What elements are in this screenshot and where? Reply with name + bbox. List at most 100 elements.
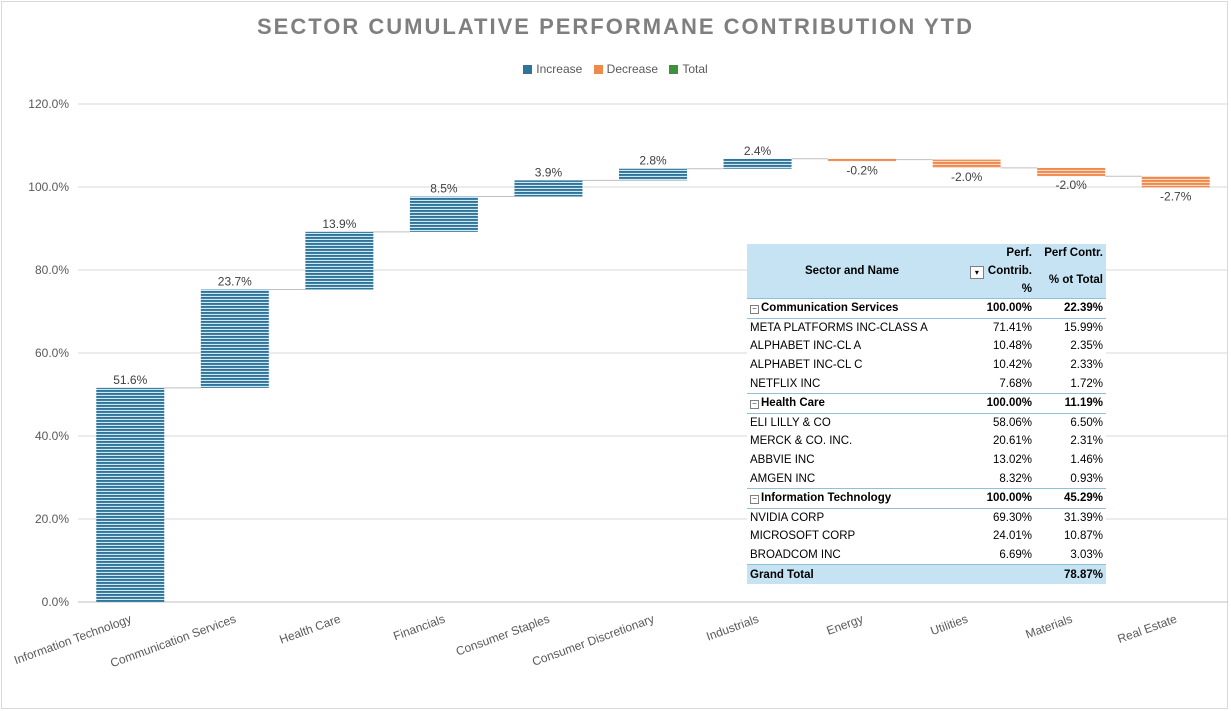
pivot-group-row: − Health Care 100.00% 11.19% bbox=[747, 392, 1106, 414]
pivot-cell-contrib: 71.41% bbox=[992, 321, 1032, 334]
pivot-cell-contrib: 24.01% bbox=[992, 530, 1032, 543]
pivot-cell-name: − Information Technology bbox=[747, 487, 957, 509]
pivot-item-row: ALPHABET INC-CL A 10.48% 2.35% bbox=[747, 337, 1106, 356]
data-label: 2.8% bbox=[639, 154, 667, 168]
legend-label-decrease: Decrease bbox=[606, 62, 659, 76]
pivot-cell-name: − Communication Services bbox=[747, 298, 957, 319]
pivot-table: Sector and Name Perf. Perf Contr. ▾ Contr… bbox=[747, 244, 1106, 584]
x-tick-label: Utilities bbox=[929, 612, 970, 638]
pivot-cell-name: − Health Care bbox=[747, 392, 957, 414]
bar-consumer-discretionary bbox=[619, 168, 687, 181]
x-tick-label: Materials bbox=[1024, 612, 1075, 642]
pivot-cell-contrib: 13.02% bbox=[992, 454, 1032, 467]
pivot-cell-total: 1.46% bbox=[1070, 454, 1103, 467]
chart-legend: Increase Decrease Total bbox=[0, 62, 1231, 76]
pivot-cell-contrib: 7.68% bbox=[999, 377, 1032, 390]
bar-health-care bbox=[305, 231, 374, 290]
pivot-row-label: MERCK & CO. INC. bbox=[750, 435, 853, 448]
x-tick-label: Industrials bbox=[704, 612, 760, 644]
pivot-item-row: META PLATFORMS INC-CLASS A 71.41% 15.99% bbox=[747, 318, 1106, 337]
pivot-cell-contrib: 10.48% bbox=[992, 340, 1032, 353]
pivot-item-row: ABBVIE INC 13.02% 1.46% bbox=[747, 451, 1106, 470]
pivot-cell-total: 11.19% bbox=[1035, 392, 1106, 414]
pivot-cell-name: ALPHABET INC-CL A bbox=[747, 337, 957, 356]
pivot-cell-name: NETFLIX INC bbox=[747, 374, 957, 393]
pivot-cell-name: MERCK & CO. INC. bbox=[747, 432, 957, 451]
collapse-minus-icon[interactable]: − bbox=[750, 400, 759, 410]
collapse-minus-icon[interactable]: − bbox=[750, 495, 759, 505]
data-label: 8.5% bbox=[430, 182, 458, 196]
pivot-row-label: ABBVIE INC bbox=[750, 454, 815, 467]
pivot-row-label: NVIDIA CORP bbox=[750, 511, 825, 524]
bar-information-technology bbox=[96, 387, 165, 602]
pivot-item-row: NETFLIX INC 7.68% 1.72% bbox=[747, 374, 1106, 393]
filter-sort-icon[interactable]: ▾ bbox=[969, 266, 984, 279]
legend-label-increase: Increase bbox=[536, 62, 583, 76]
data-label: 51.6% bbox=[113, 373, 147, 387]
pivot-cell-total: 1.72% bbox=[1070, 377, 1103, 390]
connectors bbox=[164, 158, 1142, 389]
data-label: -2.7% bbox=[1160, 189, 1192, 203]
pivot-item-row: MERCK & CO. INC. 20.61% 2.31% bbox=[747, 432, 1106, 451]
pivot-cell-contrib: 8.32% bbox=[999, 472, 1032, 485]
pivot-group-row: − Communication Services 100.00% 22.39% bbox=[747, 298, 1106, 319]
legend-swatch-increase bbox=[523, 65, 533, 74]
pivot-cell-contrib: 69.30% bbox=[992, 511, 1032, 524]
pivot-cell-name: MICROSOFT CORP bbox=[747, 527, 957, 546]
pivot-cell-total: 10.87% bbox=[1063, 530, 1103, 543]
pivot-cell-name: META PLATFORMS INC-CLASS A bbox=[747, 318, 957, 337]
pivot-cell-total: 31.39% bbox=[1063, 511, 1103, 524]
pivot-cell-total: 2.31% bbox=[1070, 435, 1103, 448]
pivot-grand-total-row: Grand Total 78.87% bbox=[747, 564, 1106, 584]
data-label: 3.9% bbox=[535, 165, 563, 179]
bar-financials bbox=[409, 196, 478, 232]
pivot-cell-total: 2.35% bbox=[1070, 340, 1103, 353]
pivot-cell-total: 3.03% bbox=[1070, 549, 1103, 562]
pivot-header-sector: Sector and Name bbox=[747, 244, 957, 299]
pivot-grand-total-contrib bbox=[957, 564, 1035, 584]
pivot-row-label: Information Technology bbox=[761, 492, 892, 505]
pivot-cell-total: 6.50% bbox=[1070, 416, 1103, 429]
pivot-row-label: MICROSOFT CORP bbox=[750, 530, 856, 543]
pivot-header-total-line2: % ot Total bbox=[1035, 262, 1106, 299]
pivot-row-label: ALPHABET INC-CL C bbox=[750, 359, 863, 372]
pivot-cell-total: 15.99% bbox=[1063, 321, 1103, 334]
pivot-cell-name: ELI LILLY & CO bbox=[747, 413, 957, 432]
pivot-cell-name: ALPHABET INC-CL C bbox=[747, 356, 957, 375]
bar-communication-services bbox=[200, 289, 269, 388]
y-tick-label: 100.0% bbox=[28, 180, 69, 194]
legend-item-increase: Increase bbox=[523, 62, 582, 76]
x-tick-label: Consumer Staples bbox=[454, 612, 552, 659]
pivot-item-row: ALPHABET INC-CL C 10.42% 2.33% bbox=[747, 356, 1106, 375]
x-tick-label: Health Care bbox=[277, 612, 342, 647]
y-tick-label: 20.0% bbox=[35, 512, 69, 526]
y-tick-label: 60.0% bbox=[35, 346, 69, 360]
y-tick-label: 0.0% bbox=[42, 595, 70, 609]
x-tick-label: Energy bbox=[825, 612, 866, 638]
pivot-cell-contrib: 6.69% bbox=[999, 549, 1032, 562]
pivot-row-label: BROADCOM INC bbox=[750, 549, 841, 562]
x-tick-label: Financials bbox=[391, 612, 447, 644]
pivot-cell-contrib: 20.61% bbox=[992, 435, 1032, 448]
pivot-header-total-line1: Perf Contr. bbox=[1035, 244, 1106, 262]
collapse-minus-icon[interactable]: − bbox=[750, 305, 759, 315]
pivot-row-label: AMGEN INC bbox=[750, 472, 816, 485]
legend-item-decrease: Decrease bbox=[593, 62, 659, 76]
pivot-group-row: − Information Technology 100.00% 45.29% bbox=[747, 487, 1106, 509]
legend-label-total: Total bbox=[682, 62, 708, 76]
bar-industrials bbox=[723, 158, 792, 169]
pivot-cell-name: NVIDIA CORP bbox=[747, 508, 957, 527]
data-label: -2.0% bbox=[951, 170, 983, 184]
pivot-header-contrib: ▾ Contrib. % bbox=[957, 262, 1035, 299]
pivot-item-row: BROADCOM INC 6.69% 3.03% bbox=[747, 546, 1106, 565]
legend-swatch-decrease bbox=[593, 65, 603, 74]
bar-materials bbox=[1037, 167, 1106, 177]
pivot-row-label: ALPHABET INC-CL A bbox=[750, 340, 862, 353]
pivot-header-contrib-line1: Perf. bbox=[957, 244, 1035, 262]
pivot-header-contrib-line2: Contrib. % bbox=[987, 265, 1032, 295]
y-tick-label: 40.0% bbox=[35, 429, 69, 443]
pivot-grand-total-value: 78.87% bbox=[1035, 564, 1106, 584]
pivot-item-row: AMGEN INC 8.32% 0.93% bbox=[747, 469, 1106, 488]
chart-title: SECTOR CUMULATIVE PERFORMANE CONTRIBUTIO… bbox=[256, 14, 974, 39]
